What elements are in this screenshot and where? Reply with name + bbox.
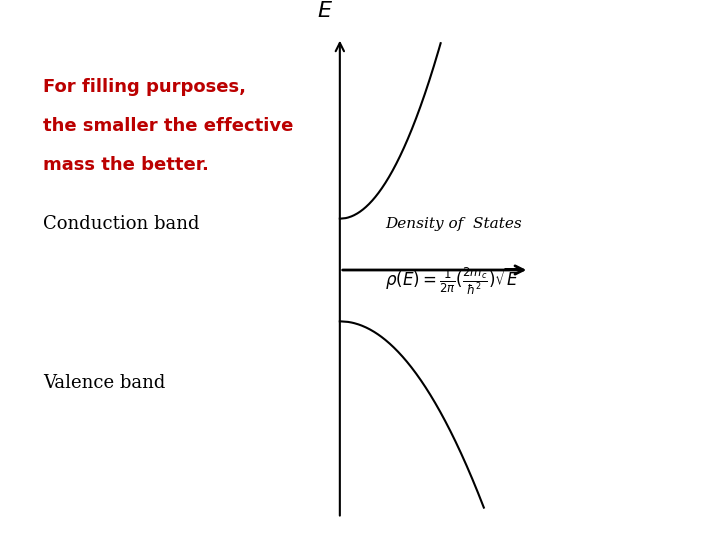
Text: $E$: $E$ xyxy=(318,0,333,22)
Text: the smaller the effective: the smaller the effective xyxy=(43,117,294,135)
Text: Valence band: Valence band xyxy=(43,374,166,393)
Text: $\rho(E) = \frac{1}{2\pi}(\frac{2m_c}{\hbar^2})\sqrt{E}$: $\rho(E) = \frac{1}{2\pi}(\frac{2m_c}{\h… xyxy=(385,265,521,296)
Text: For filling purposes,: For filling purposes, xyxy=(43,78,246,96)
Text: Conduction band: Conduction band xyxy=(43,215,199,233)
Text: mass the better.: mass the better. xyxy=(43,156,209,174)
Text: Density of  States: Density of States xyxy=(385,217,522,231)
